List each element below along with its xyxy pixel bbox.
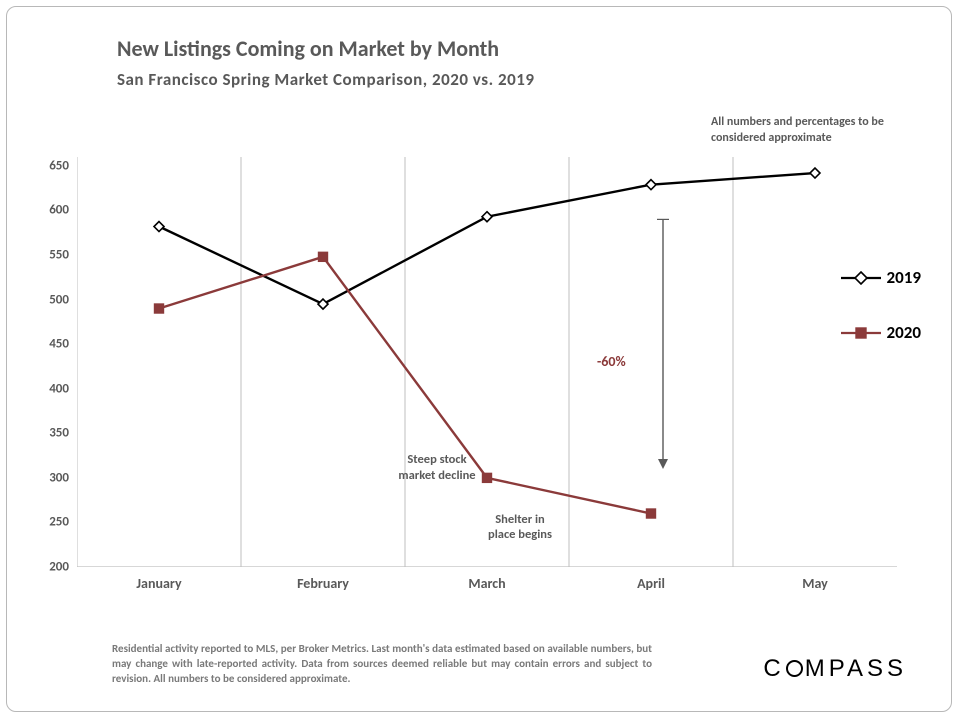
- y-tick-label: 250: [19, 515, 69, 530]
- plot-area: 200250300350400450500550600650JanuaryFeb…: [77, 157, 897, 567]
- x-tick-label: May: [802, 575, 828, 592]
- chart-title: New Listings Coming on Market by Month: [117, 35, 499, 62]
- legend-item-2020: 2020: [841, 322, 921, 343]
- y-tick-label: 300: [19, 470, 69, 485]
- legend-item-2019: 2019: [841, 267, 921, 288]
- chart-top-note: All numbers and percentages to be consid…: [711, 115, 911, 146]
- brand-logo: CMPASS: [763, 655, 907, 683]
- chart-footnote: Residential activity reported to MLS, pe…: [112, 642, 652, 687]
- x-tick-label: January: [136, 575, 181, 592]
- chart-frame: New Listings Coming on Market by Month S…: [6, 6, 952, 712]
- y-tick-label: 550: [19, 248, 69, 263]
- chart-subtitle: San Francisco Spring Market Comparison, …: [117, 69, 534, 90]
- x-tick-label: April: [637, 575, 665, 592]
- y-tick-label: 500: [19, 292, 69, 307]
- y-tick-label: 200: [19, 560, 69, 575]
- x-tick-label: March: [468, 575, 505, 592]
- y-tick-label: 450: [19, 337, 69, 352]
- x-tick-label: February: [297, 575, 349, 592]
- y-tick-label: 400: [19, 381, 69, 396]
- legend: 2019 2020: [841, 267, 921, 377]
- y-tick-label: 650: [19, 158, 69, 173]
- y-tick-label: 600: [19, 203, 69, 218]
- y-tick-label: 350: [19, 426, 69, 441]
